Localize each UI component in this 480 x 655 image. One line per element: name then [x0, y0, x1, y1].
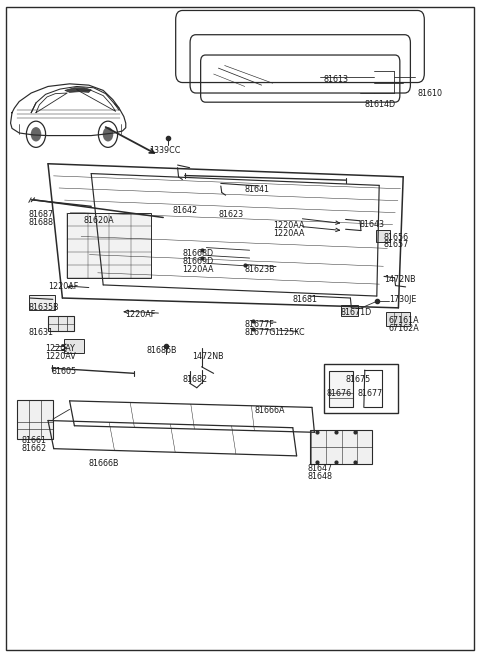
Bar — [29, 295, 55, 310]
Text: 81669D: 81669D — [182, 257, 214, 266]
Polygon shape — [65, 88, 91, 92]
Text: 81610: 81610 — [418, 88, 443, 98]
Text: 81614D: 81614D — [365, 100, 396, 109]
Text: 81666A: 81666A — [254, 406, 285, 415]
Text: 81686B: 81686B — [146, 346, 177, 355]
Bar — [341, 305, 358, 316]
Text: 1220AF: 1220AF — [125, 310, 155, 319]
Text: 81671D: 81671D — [341, 308, 372, 317]
Text: 81681: 81681 — [293, 295, 318, 304]
Bar — [329, 371, 353, 407]
Text: 81642: 81642 — [173, 206, 198, 215]
Text: 81605: 81605 — [52, 367, 77, 376]
Text: 81666B: 81666B — [89, 459, 120, 468]
Text: 81647: 81647 — [307, 464, 332, 473]
Text: 81631: 81631 — [29, 328, 54, 337]
Text: 81677G: 81677G — [245, 328, 276, 337]
Bar — [67, 213, 151, 278]
Text: 81668D: 81668D — [182, 249, 214, 258]
Text: 81643: 81643 — [360, 219, 385, 229]
Text: 67161A: 67161A — [389, 316, 420, 326]
Text: 81623: 81623 — [218, 210, 243, 219]
Bar — [386, 312, 410, 326]
Text: 81613: 81613 — [324, 75, 349, 84]
Text: 81635B: 81635B — [29, 303, 60, 312]
Text: 81682: 81682 — [182, 375, 207, 384]
Text: 81648: 81648 — [307, 472, 332, 481]
Bar — [48, 316, 74, 331]
Text: 1220AY: 1220AY — [46, 344, 75, 353]
Text: 1730JE: 1730JE — [389, 295, 416, 304]
Bar — [376, 230, 390, 242]
Text: 1472NB: 1472NB — [192, 352, 224, 362]
Text: 81657: 81657 — [384, 240, 409, 250]
Text: 1125KC: 1125KC — [275, 328, 305, 337]
Text: 81623B: 81623B — [245, 265, 276, 274]
Text: 1220AA: 1220AA — [182, 265, 214, 274]
Text: 81641: 81641 — [245, 185, 270, 195]
Text: 81656: 81656 — [384, 233, 409, 242]
Bar — [310, 430, 372, 464]
Text: 67162A: 67162A — [389, 324, 420, 333]
Text: 81688: 81688 — [29, 218, 54, 227]
Text: 81662: 81662 — [22, 443, 47, 453]
Text: 1472NB: 1472NB — [384, 275, 416, 284]
Circle shape — [31, 127, 41, 141]
Circle shape — [103, 127, 113, 141]
Text: 81687: 81687 — [29, 210, 54, 219]
Text: 1220AA: 1220AA — [274, 221, 305, 231]
Text: 81677: 81677 — [358, 388, 383, 398]
Text: 1220AV: 1220AV — [46, 352, 76, 361]
Text: 1339CC: 1339CC — [149, 146, 180, 155]
Text: 81661: 81661 — [22, 436, 47, 445]
Text: 1220AA: 1220AA — [274, 229, 305, 238]
Bar — [64, 339, 84, 353]
Bar — [17, 400, 53, 439]
Text: 81620A: 81620A — [84, 216, 115, 225]
Text: 81677F: 81677F — [245, 320, 275, 329]
Text: 1220AF: 1220AF — [48, 282, 78, 291]
Text: 81676: 81676 — [326, 388, 351, 398]
Text: 81675: 81675 — [346, 375, 371, 384]
Bar — [324, 364, 398, 413]
